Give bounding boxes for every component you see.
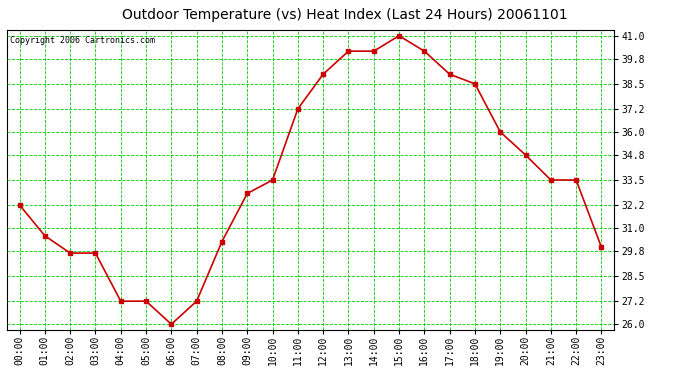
Text: Copyright 2006 Cartronics.com: Copyright 2006 Cartronics.com — [10, 36, 155, 45]
Text: Outdoor Temperature (vs) Heat Index (Last 24 Hours) 20061101: Outdoor Temperature (vs) Heat Index (Las… — [122, 8, 568, 21]
